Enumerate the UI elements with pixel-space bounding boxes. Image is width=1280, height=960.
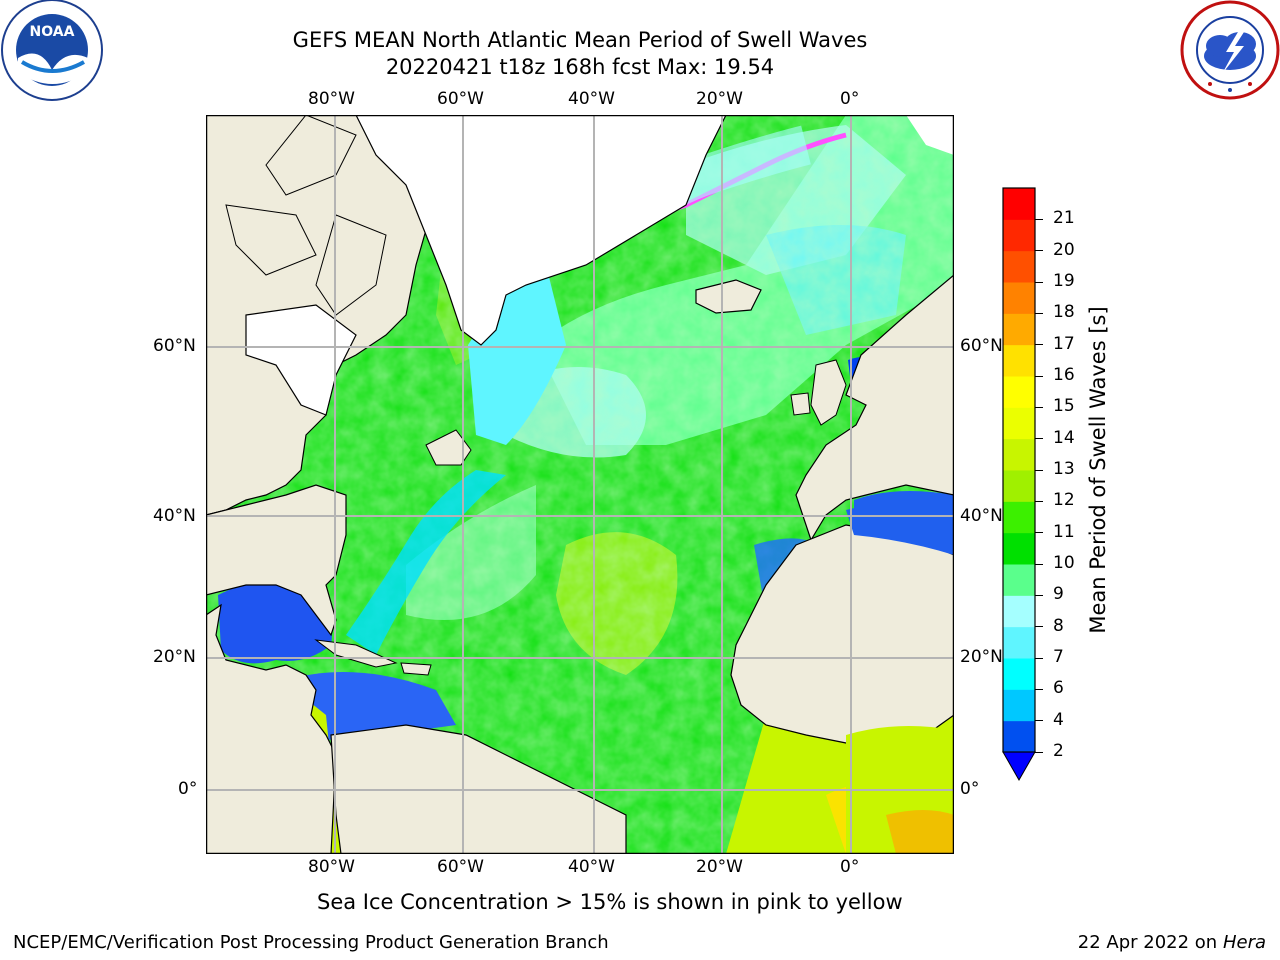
colorbar-tick-label: 4	[1053, 709, 1064, 730]
europe-land	[795, 115, 954, 542]
colorbar-tick-mark	[1035, 375, 1043, 377]
lat-label-left: 60°N	[153, 336, 196, 356]
lat-label-right: 0°	[960, 779, 980, 799]
map-panel	[206, 115, 954, 854]
title-line-2: 20220421 t18z 168h fcst Max: 19.54	[385, 55, 775, 79]
colorbar-segment	[1003, 626, 1035, 659]
title-line-1: GEFS MEAN North Atlantic Mean Period of …	[292, 28, 868, 52]
colorbar-tick-label: 21	[1053, 208, 1075, 229]
lon-label-top: 20°W	[696, 89, 743, 109]
footer-date: 22 Apr 2022 on	[1077, 932, 1223, 953]
lon-label-bottom: 80°W	[308, 857, 355, 877]
colorbar-segment	[1003, 658, 1035, 690]
colorbar-tick-label: 17	[1053, 333, 1075, 354]
colorbar-segment	[1003, 532, 1035, 565]
colorbar-tick-mark	[1035, 218, 1043, 220]
lat-label-right: 40°N	[960, 506, 1003, 526]
colorbar-tick-mark	[1035, 406, 1043, 408]
footer-host: Hera	[1222, 932, 1266, 953]
colorbar-tick-mark	[1035, 250, 1043, 252]
colorbar-segment	[1003, 344, 1035, 377]
colorbar-tick-mark	[1035, 594, 1043, 596]
lon-label-top: 0°	[840, 89, 860, 109]
colorbar-segment	[1003, 188, 1035, 220]
colorbar-tick-label: 6	[1053, 678, 1064, 699]
colorbar-segment	[1003, 313, 1035, 346]
colorbar-tick-label: 11	[1053, 521, 1075, 542]
sea-ice-note: Sea Ice Concentration > 15% is shown in …	[317, 890, 903, 914]
colorbar-tick-mark	[1035, 500, 1043, 502]
lon-label-top: 40°W	[568, 89, 615, 109]
lon-label-top: 80°W	[308, 89, 355, 109]
noaa-logo-icon: NOAA	[1, 0, 103, 101]
colorbar-segment	[1003, 595, 1035, 628]
colorbar-tick-mark	[1035, 720, 1043, 722]
greenland-ice	[355, 115, 727, 346]
colorbar-tick-label: 19	[1053, 271, 1075, 291]
colorbar-tick-label: 7	[1053, 647, 1064, 667]
colorbar-tick-label: 13	[1053, 459, 1075, 479]
colorbar-segment	[1003, 250, 1035, 283]
colorbar-segment	[1003, 720, 1035, 753]
lon-label-bottom: 20°W	[696, 857, 743, 877]
colorbar-tick-label: 10	[1053, 553, 1075, 573]
colorbar-tick-label: 12	[1053, 490, 1075, 511]
colorbar-label: Mean Period of Swell Waves [s]	[1086, 306, 1110, 634]
lon-label-top: 60°W	[437, 89, 484, 109]
lon-label-bottom: 0°	[840, 857, 860, 877]
lat-label-right: 20°N	[960, 647, 1003, 667]
colorbar-tick-mark	[1035, 626, 1043, 628]
colorbar-tick-mark	[1035, 532, 1043, 534]
hudson-bay-ice	[245, 304, 357, 416]
lat-label-left: 20°N	[153, 647, 196, 667]
colorbar-tick-label: 20	[1053, 239, 1075, 260]
colorbar-segment	[1003, 470, 1035, 502]
lat-label-right: 60°N	[960, 336, 1003, 356]
colorbar-tick-label: 2	[1053, 741, 1064, 761]
colorbar-segment	[1003, 219, 1035, 252]
colorbar-tick-mark	[1035, 469, 1043, 471]
lat-label-left: 0°	[178, 779, 198, 799]
colorbar-tick-label: 9	[1053, 584, 1064, 605]
colorbar-tick-mark	[1035, 312, 1043, 314]
colorbar-tick-mark	[1035, 563, 1043, 565]
colorbar-tick-label: 8	[1053, 615, 1064, 636]
colorbar-under-arrow	[1002, 751, 1036, 782]
colorbar-segment	[1003, 564, 1035, 596]
graticule	[206, 115, 954, 854]
colorbar-tick-mark	[1035, 657, 1043, 659]
colorbar-tick-mark	[1035, 688, 1043, 690]
colorbar-segment	[1003, 282, 1035, 314]
colorbar-segment	[1003, 501, 1035, 534]
colorbar-segment	[1003, 407, 1035, 440]
colorbar-tick-label: 18	[1053, 302, 1075, 323]
colorbar-tick-mark	[1035, 281, 1043, 283]
noaa-logo-text: NOAA	[30, 24, 75, 40]
footer-right: 22 Apr 2022 on Hera	[1078, 932, 1266, 953]
colorbar-tick-label: 16	[1053, 365, 1075, 385]
colorbar-tick-mark	[1035, 751, 1043, 753]
lon-label-bottom: 60°W	[437, 857, 484, 877]
colorbar-segment	[1003, 689, 1035, 722]
colorbar-tick-label: 15	[1053, 396, 1075, 417]
nws-logo-icon	[1180, 0, 1280, 100]
colorbar	[1002, 187, 1036, 782]
colorbar-tick-mark	[1035, 438, 1043, 440]
lat-label-left: 40°N	[153, 506, 196, 526]
lon-label-bottom: 40°W	[568, 857, 615, 877]
footer-left: NCEP/EMC/Verification Post Processing Pr…	[13, 932, 609, 953]
colorbar-segment	[1003, 438, 1035, 471]
colorbar-tick-label: 14	[1053, 427, 1075, 448]
colorbar-segment	[1003, 376, 1035, 408]
colorbar-tick-mark	[1035, 344, 1043, 346]
